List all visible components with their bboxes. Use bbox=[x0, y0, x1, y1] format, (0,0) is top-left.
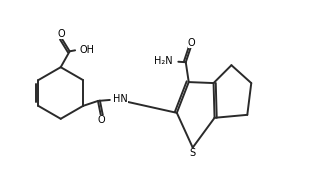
Text: H₂N: H₂N bbox=[154, 56, 172, 66]
Text: OH: OH bbox=[80, 45, 95, 55]
Text: S: S bbox=[190, 148, 196, 158]
Text: O: O bbox=[188, 38, 196, 48]
Text: O: O bbox=[58, 29, 65, 39]
Text: O: O bbox=[97, 115, 105, 125]
Text: HN: HN bbox=[113, 95, 128, 105]
